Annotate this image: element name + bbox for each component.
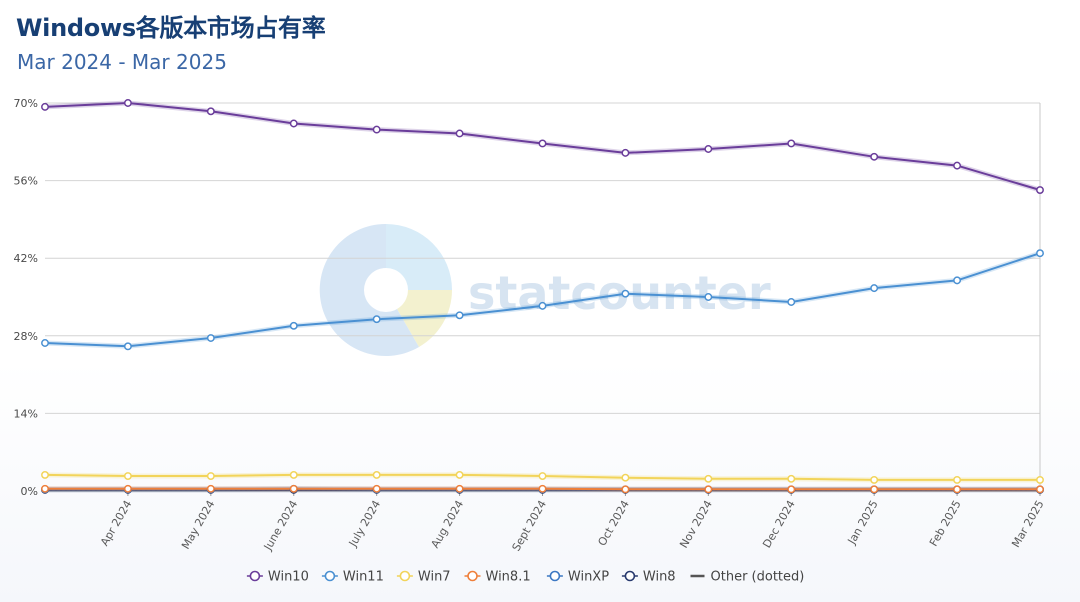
data-point [41,102,49,111]
data-point [372,470,381,479]
data-point [289,470,298,479]
data-point [1036,485,1044,494]
legend-marker-icon [324,570,336,582]
data-point [372,484,381,493]
watermark-text: statcounter [468,266,771,320]
data-point [289,119,298,128]
data-point [206,484,215,493]
data-point [953,485,962,494]
statcounter-watermark: statcounter [319,223,771,356]
data-point [621,148,630,157]
data-point [538,301,547,310]
data-point [1036,186,1044,194]
y-tick-label: 70% [14,97,38,110]
x-tick-label: Nov 2024 [677,498,715,550]
data-point [123,472,132,480]
legend-label: Win8.1 [486,570,531,585]
legend-item-winxp: WinXP [546,570,609,585]
data-point [787,298,796,306]
y-tick-label: 56% [14,175,38,188]
data-point [123,342,132,351]
chart-title: Windows各版本市场占有率 [16,14,326,42]
legend-item-win7: Win7 [396,570,451,585]
legend-label: WinXP [568,570,609,585]
x-tick-label: Sept 2024 [510,498,550,553]
legend-item-other-dotted-: Other (dotted) [690,570,805,585]
legend-marker-icon [399,570,411,582]
x-tick-label: Apr 2024 [98,498,135,548]
data-point [1036,475,1044,484]
legend-marker-icon [624,570,636,582]
x-tick-label: Aug 2024 [428,498,466,550]
legend-marker-icon [249,570,261,582]
data-point [206,334,215,342]
data-point [289,321,298,330]
data-point [538,472,547,480]
data-point [123,99,132,107]
data-point [289,484,298,493]
legend-item-win10: Win10 [246,570,309,585]
legend-label: Win7 [418,570,451,585]
x-tick-label: Dec 2024 [760,498,798,550]
statcounter-logo-icon [319,223,452,356]
legend-marker-icon [549,570,561,582]
data-point [41,484,49,493]
data-point [1036,249,1044,258]
data-point [704,293,713,301]
data-point [787,474,796,483]
data-point [704,485,713,494]
data-point [870,284,879,293]
data-point [538,139,547,148]
data-point [123,484,132,493]
data-point [870,475,879,484]
data-point [953,161,962,170]
data-point [372,315,381,324]
data-point [455,129,464,138]
data-point [787,485,796,494]
data-point [206,472,215,480]
data-point [455,484,464,493]
data-point [621,289,630,298]
legend-label: Win8 [643,570,676,585]
legend-item-win8-1: Win8.1 [464,570,531,585]
data-point [953,475,962,484]
x-tick-label: Jan 2025 [845,498,881,547]
data-point [870,152,879,161]
legend-item-win11: Win11 [321,570,384,585]
data-point [41,470,49,479]
data-point [206,107,215,116]
data-point [455,311,464,320]
chart-subtitle: Mar 2024 - Mar 2025 [17,50,227,74]
legend-marker-icon [467,570,478,582]
legend-label: Win11 [343,570,384,585]
y-tick-label: 14% [14,407,38,420]
data-point [538,484,547,493]
data-point [704,145,713,153]
legend-item-win8: Win8 [621,570,676,585]
data-point [372,125,381,134]
data-point [621,485,630,494]
x-tick-label: Feb 2025 [927,498,964,549]
y-tick-label: 42% [14,252,38,265]
data-point [621,473,630,482]
x-tick-label: Mar 2025 [1009,498,1046,550]
data-point [870,485,879,494]
legend-label: Win10 [268,570,309,585]
data-point [41,339,49,347]
x-tick-label: Oct 2024 [595,498,632,548]
data-point [704,474,713,483]
legend-label: Other (dotted) [711,570,805,585]
data-point [953,276,962,285]
data-point [455,470,464,479]
x-tick-label: May 2024 [179,498,217,551]
data-point [787,139,796,148]
y-tick-label: 0% [21,485,38,498]
x-tick-label: June 2024 [261,498,300,553]
y-tick-label: 28% [14,330,38,343]
x-tick-label: July 2024 [346,498,383,550]
